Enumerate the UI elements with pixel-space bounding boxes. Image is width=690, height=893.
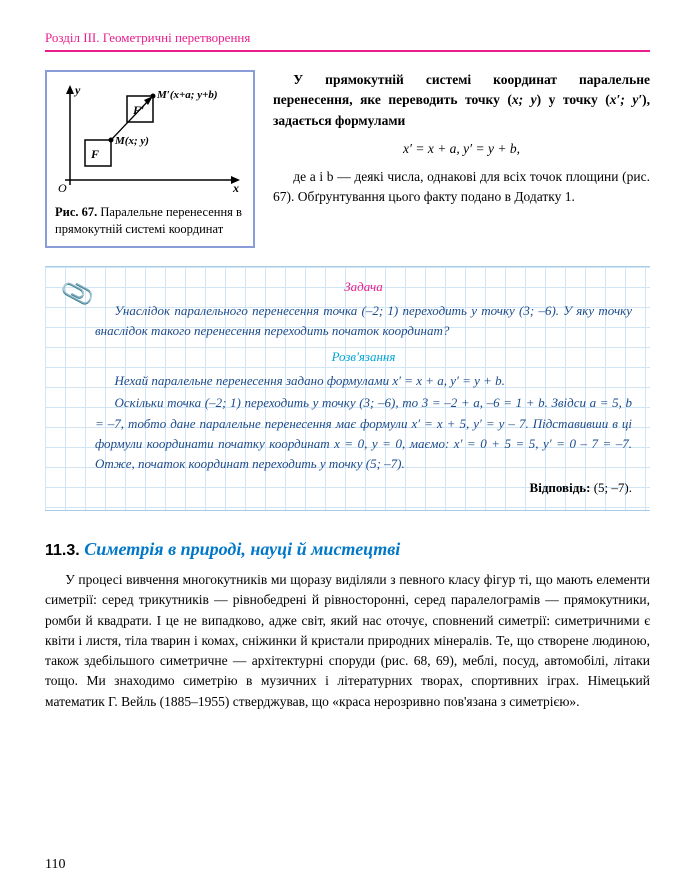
definition-text: У прямокутній системі координат пара­лел…: [273, 70, 650, 248]
answer-value: (5; –7).: [590, 480, 632, 495]
origin-label: O: [58, 181, 67, 195]
section-title-text: Симетрія в природі, науці й мистецтві: [84, 539, 400, 559]
answer-line: Відповідь: (5; –7).: [95, 478, 632, 498]
section-number: 11.3.: [45, 542, 80, 559]
figure-svg: y x O F M(x; y) F′ M′(x+a; y+b): [55, 80, 245, 195]
solution-line1: Нехай паралельне перенесення задано форм…: [95, 371, 632, 391]
f-label: F: [90, 147, 99, 161]
figure-67: y x O F M(x; y) F′ M′(x+a; y+b) Рис. 67.…: [45, 70, 255, 248]
mp-label: M′(x+a; y+b): [156, 89, 218, 101]
m-label: M(x; y): [114, 135, 149, 147]
problem-question: Унаслідок паралельного перенесення точка…: [95, 301, 632, 341]
section-heading: 11.3. Симетрія в природі, науці й мистец…: [45, 539, 650, 560]
def-p1b: ) у точку (: [537, 92, 610, 107]
axis-x-label: x: [232, 181, 239, 195]
solution-title: Розв'язання: [95, 347, 632, 367]
answer-label: Відповідь:: [530, 480, 591, 495]
fp-label: F′: [132, 103, 144, 117]
problem-box: 📎 Задача Унаслідок паралельного перенесе…: [45, 266, 650, 511]
figure-caption-num: Рис. 67.: [55, 205, 97, 219]
section-body: У процесі вивчення многокутників ми щора…: [45, 570, 650, 712]
top-section: y x O F M(x; y) F′ M′(x+a; y+b) Рис. 67.…: [45, 70, 650, 248]
figure-caption: Рис. 67. Паралельне перенесення в прямо­…: [55, 204, 245, 238]
def-p1xy: x; y: [512, 92, 537, 107]
problem-title: Задача: [95, 277, 632, 297]
def-p2: де a і b — деякі числа, однакові для всі…: [273, 167, 650, 208]
page-number: 110: [45, 857, 65, 873]
solution-line2: Оскільки точка (–2; 1) переходить у точк…: [95, 393, 632, 474]
header-rule: [45, 50, 650, 52]
def-p1xy2: x′; y′: [610, 92, 642, 107]
page: Розділ III. Геометричні перетворення y x…: [0, 0, 690, 893]
paperclip-icon: 📎: [52, 269, 100, 320]
formula: x′ = x + a, y′ = y + b,: [273, 139, 650, 159]
axis-y-label: y: [73, 83, 81, 97]
chapter-header: Розділ III. Геометричні перетворення: [45, 30, 650, 46]
